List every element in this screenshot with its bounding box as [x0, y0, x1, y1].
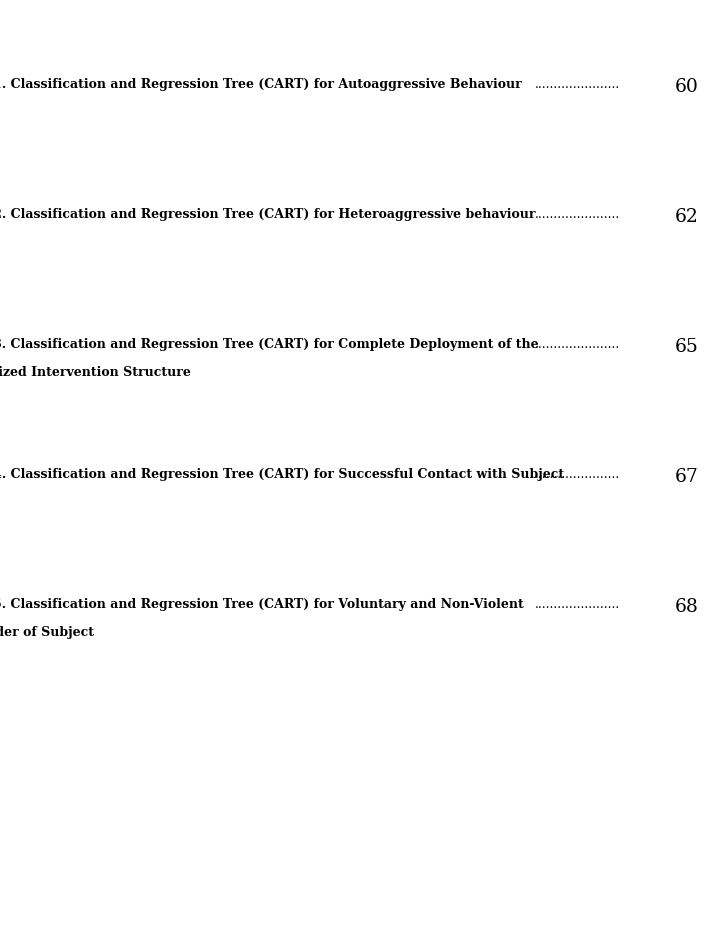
Text: 65: 65 — [675, 338, 699, 356]
Text: ......................: ...................... — [535, 78, 620, 91]
Text: ......................: ...................... — [535, 208, 620, 221]
Text: ecialized Intervention Structure: ecialized Intervention Structure — [0, 366, 191, 379]
Text: ure 4. Classification and Regression Tree (CART) for Successful Contact with Sub: ure 4. Classification and Regression Tre… — [0, 468, 564, 481]
Text: ure 1. Classification and Regression Tree (CART) for Autoaggressive Behaviour: ure 1. Classification and Regression Tre… — [0, 78, 522, 91]
Text: ure 5. Classification and Regression Tree (CART) for Voluntary and Non-Violent: ure 5. Classification and Regression Tre… — [0, 598, 524, 611]
Text: 67: 67 — [675, 468, 699, 486]
Text: ......................: ...................... — [535, 338, 620, 351]
Text: 62: 62 — [675, 208, 699, 226]
Text: ......................: ...................... — [535, 468, 620, 481]
Text: 68: 68 — [675, 598, 699, 616]
Text: ure 2. Classification and Regression Tree (CART) for Heteroaggressive behaviour: ure 2. Classification and Regression Tre… — [0, 208, 535, 221]
Text: rrender of Subject: rrender of Subject — [0, 626, 94, 639]
Text: ......................: ...................... — [535, 598, 620, 611]
Text: ure 3. Classification and Regression Tree (CART) for Complete Deployment of the: ure 3. Classification and Regression Tre… — [0, 338, 539, 351]
Text: 60: 60 — [675, 78, 699, 96]
